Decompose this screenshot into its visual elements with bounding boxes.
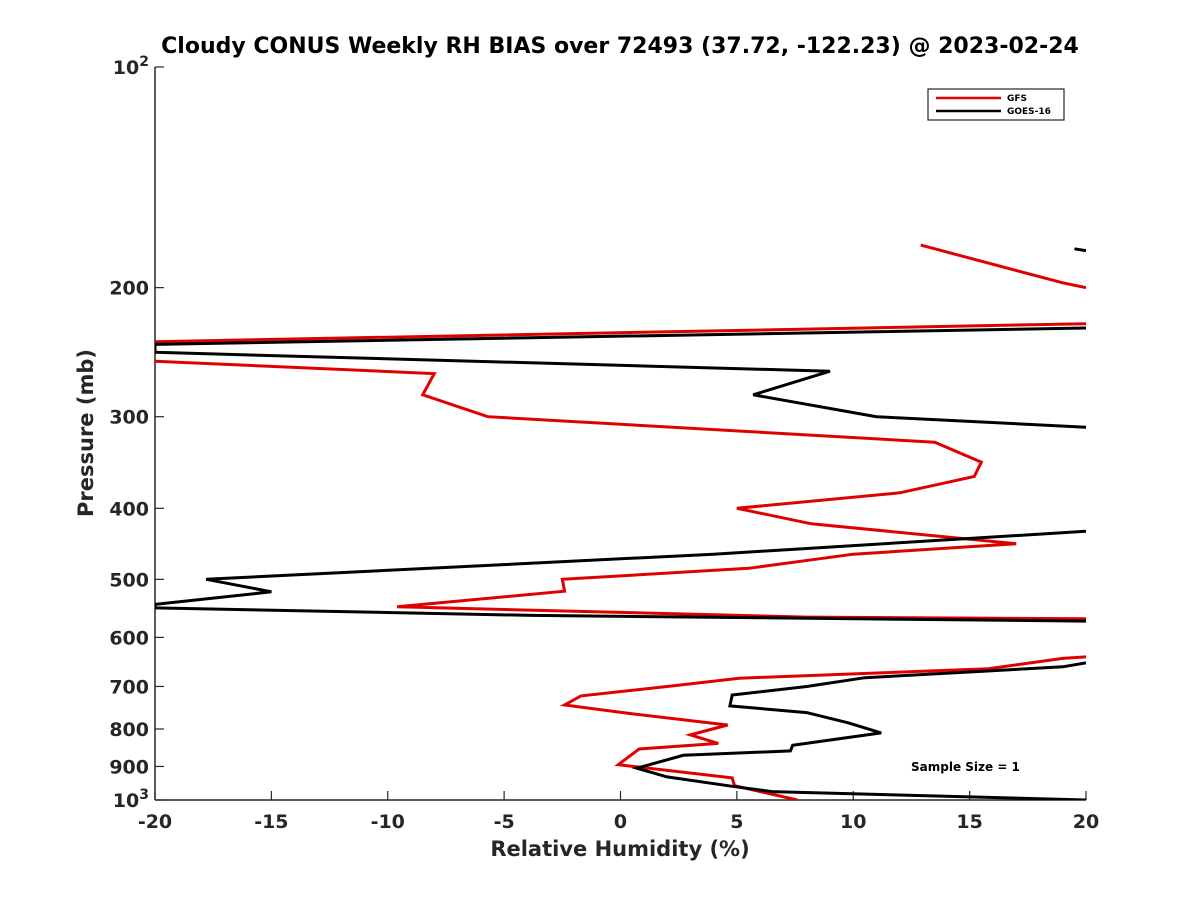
axes: -20 -15 -10 -5 0 5 10 15 20 102 200 300 400 500 600 700… [109, 54, 1099, 833]
x-tick-label: -5 [494, 811, 515, 833]
x-tick-label: 0 [614, 811, 627, 833]
y-tick-label: 700 [109, 676, 149, 698]
sample-size-annotation: Sample Size = 1 [911, 760, 1020, 774]
x-tick-label: 15 [956, 811, 982, 833]
x-tick-label: 20 [1073, 811, 1099, 833]
series-line-goes16 [1074, 247, 1086, 253]
series-line-gfs [155, 322, 1086, 344]
y-tick-label: 500 [109, 569, 149, 591]
series-line-goes16 [155, 529, 1086, 623]
x-axis-label: Relative Humidity (%) [490, 837, 749, 861]
y-axis-label: Pressure (mb) [74, 349, 98, 517]
chart-title: Cloudy CONUS Weekly RH BIAS over 72493 (… [161, 34, 1079, 59]
y-tick-label: 900 [109, 756, 149, 778]
y-tick-label: 300 [109, 407, 149, 429]
x-tick-label: -15 [254, 811, 288, 833]
series-layer [155, 243, 1086, 800]
x-tick-label: -20 [138, 811, 172, 833]
x-tick-label: 10 [840, 811, 866, 833]
x-tick-label: -10 [371, 811, 405, 833]
legend-label-gfs: GFS [1007, 94, 1027, 104]
series-line-gfs [559, 655, 1086, 800]
x-tick-label: 5 [730, 811, 743, 833]
legend-box [927, 88, 1065, 121]
y-tick-label: 200 [109, 278, 149, 300]
y-tick-label: 103 [113, 787, 149, 812]
y-tick-label: 102 [113, 54, 149, 79]
legend-label-goes16: GOES-16 [1007, 107, 1051, 117]
y-tick-label: 400 [109, 498, 149, 520]
series-line-goes16 [155, 326, 1086, 429]
y-tick-label: 600 [109, 627, 149, 649]
legend: GFS GOES-16 [927, 88, 1065, 121]
series-line-gfs [155, 359, 1086, 621]
y-tick-label: 800 [109, 719, 149, 741]
series-line-goes16 [631, 661, 1086, 800]
series-line-gfs [920, 243, 1086, 290]
